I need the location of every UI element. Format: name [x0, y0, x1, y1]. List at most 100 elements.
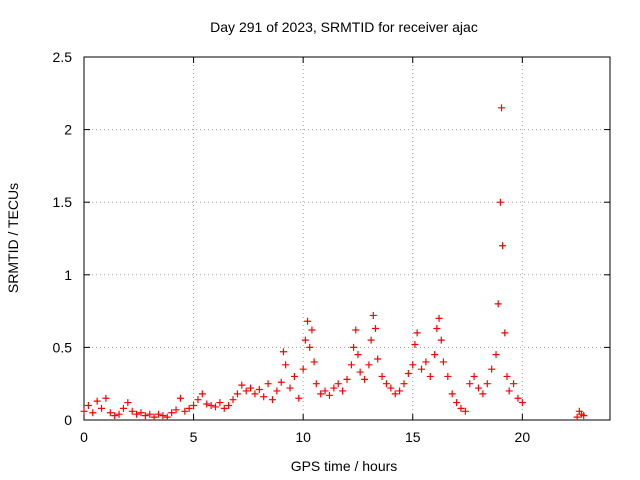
- x-tick-label: 15: [405, 429, 421, 445]
- data-point: [150, 413, 158, 421]
- data-point: [225, 401, 233, 409]
- data-point: [119, 404, 127, 412]
- data-point: [518, 399, 526, 407]
- data-point: [124, 399, 132, 407]
- data-point: [378, 372, 386, 380]
- data-point: [137, 409, 145, 417]
- data-point: [163, 413, 171, 421]
- data-point: [304, 317, 312, 325]
- data-point: [168, 409, 176, 417]
- x-axis-label: GPS time / hours: [291, 458, 398, 474]
- data-point: [295, 394, 303, 402]
- data-point: [247, 384, 255, 392]
- data-point: [229, 396, 237, 404]
- data-point: [321, 387, 329, 395]
- data-point: [330, 384, 338, 392]
- data-point: [277, 378, 285, 386]
- ticks: 0 5 10 15 20 0 0.5 1 1.5 2 2.5: [53, 49, 610, 445]
- data-point: [317, 390, 325, 398]
- data-point: [453, 399, 461, 407]
- data-point: [181, 407, 189, 415]
- data-point: [111, 412, 119, 420]
- data-point: [268, 396, 276, 404]
- data-point: [514, 394, 522, 402]
- data-point: [141, 412, 149, 420]
- data-point: [448, 390, 456, 398]
- data-point: [494, 300, 502, 308]
- data-point: [431, 351, 439, 359]
- x-tick-label: 0: [80, 429, 88, 445]
- y-tick-label: 1.5: [53, 194, 73, 210]
- data-point: [475, 384, 482, 392]
- y-tick-label: 1: [64, 267, 72, 283]
- data-point: [437, 336, 445, 344]
- data-point: [264, 380, 272, 388]
- x-tick-label: 10: [295, 429, 311, 445]
- data-point: [354, 351, 362, 359]
- data-point: [306, 343, 314, 351]
- data-point: [80, 407, 88, 415]
- data-point: [198, 390, 206, 398]
- data-point: [242, 387, 250, 395]
- data-point: [488, 365, 496, 373]
- data-point: [387, 384, 395, 392]
- data-point: [299, 365, 307, 373]
- data-point: [444, 372, 452, 380]
- data-point: [255, 386, 263, 394]
- plot-frame: [83, 56, 611, 421]
- data-point: [146, 410, 154, 418]
- data-point: [396, 387, 404, 395]
- data-point: [216, 399, 224, 407]
- data-point: [391, 390, 399, 398]
- data-point: [273, 387, 281, 395]
- data-point: [400, 380, 408, 388]
- data-point: [573, 413, 581, 421]
- data-point: [501, 329, 509, 337]
- data-point: [339, 387, 347, 395]
- data-point: [413, 329, 421, 337]
- data-point: [176, 394, 184, 402]
- data-point: [496, 198, 504, 206]
- data-point: [290, 372, 298, 380]
- x-tick-label: 5: [190, 429, 198, 445]
- data-point: [98, 404, 106, 412]
- data-point: [365, 361, 373, 369]
- data-point: [212, 403, 219, 411]
- data-point: [498, 104, 506, 112]
- data-point: [128, 407, 136, 415]
- data-point: [492, 351, 500, 359]
- data-point: [279, 348, 287, 356]
- data-point: [411, 340, 419, 348]
- data-point: [334, 380, 342, 388]
- data-point: [580, 412, 588, 420]
- data-point: [347, 361, 355, 369]
- data-point: [361, 375, 369, 383]
- data-point: [505, 387, 513, 395]
- data-point: [93, 397, 101, 405]
- data-point: [356, 368, 364, 376]
- data-point: [409, 361, 417, 369]
- x-tick-label: 20: [515, 429, 531, 445]
- data-point: [483, 380, 491, 388]
- data-point: [310, 358, 318, 366]
- data-point: [499, 242, 507, 250]
- data-point: [106, 409, 114, 417]
- data-point: [185, 404, 193, 412]
- data-point: [350, 343, 358, 351]
- data-point: [102, 394, 110, 402]
- chart-title: Day 291 of 2023, SRMTID for receiver aja…: [210, 19, 478, 35]
- data-point: [238, 381, 246, 389]
- y-tick-label: 0.5: [53, 339, 73, 355]
- data-point: [312, 380, 320, 388]
- data-point: [369, 311, 377, 319]
- data-point: [233, 390, 241, 398]
- data-point: [194, 396, 202, 404]
- y-axis-label: SRMTID / TECUs: [5, 183, 21, 293]
- data-point: [207, 401, 215, 409]
- y-tick-label: 0: [64, 412, 72, 428]
- data-point: [404, 370, 412, 378]
- data-point: [433, 325, 441, 333]
- data-point: [251, 390, 259, 398]
- data-point: [352, 326, 360, 334]
